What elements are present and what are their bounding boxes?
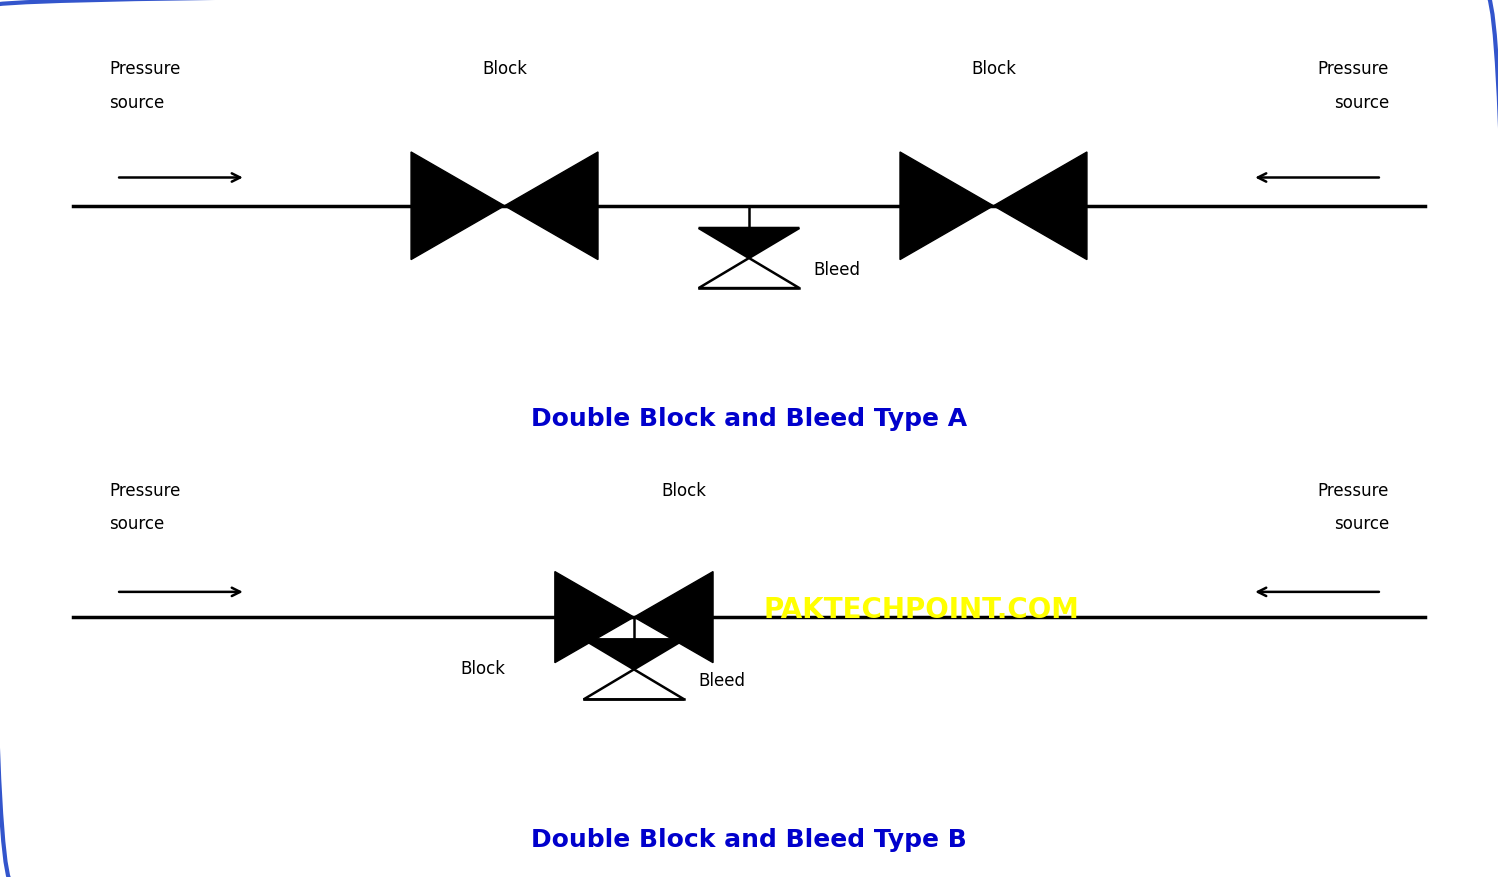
Polygon shape — [634, 572, 713, 663]
Text: source: source — [109, 515, 165, 532]
Text: Block: Block — [662, 481, 707, 499]
Text: PAKTECHPOINT.COM: PAKTECHPOINT.COM — [764, 595, 1079, 624]
Polygon shape — [993, 153, 1088, 260]
Polygon shape — [410, 153, 505, 260]
Text: Block: Block — [460, 660, 505, 678]
Text: Pressure: Pressure — [1318, 481, 1389, 499]
Text: Block: Block — [482, 61, 527, 78]
Polygon shape — [900, 153, 993, 260]
Polygon shape — [554, 572, 634, 663]
Text: Bleed: Bleed — [698, 671, 746, 689]
Text: Double Block and Bleed Type A: Double Block and Bleed Type A — [530, 406, 968, 431]
Text: Pressure: Pressure — [109, 481, 180, 499]
Polygon shape — [698, 229, 800, 259]
Polygon shape — [584, 670, 685, 700]
Text: Pressure: Pressure — [1318, 61, 1389, 78]
Text: source: source — [1333, 515, 1389, 532]
Text: source: source — [1333, 94, 1389, 111]
Text: Pressure: Pressure — [109, 61, 180, 78]
Text: Block: Block — [971, 61, 1016, 78]
Polygon shape — [698, 259, 800, 289]
Text: Bleed: Bleed — [813, 260, 861, 278]
Text: source: source — [109, 94, 165, 111]
Polygon shape — [584, 639, 685, 670]
Polygon shape — [505, 153, 598, 260]
Text: Double Block and Bleed Type B: Double Block and Bleed Type B — [532, 827, 966, 852]
